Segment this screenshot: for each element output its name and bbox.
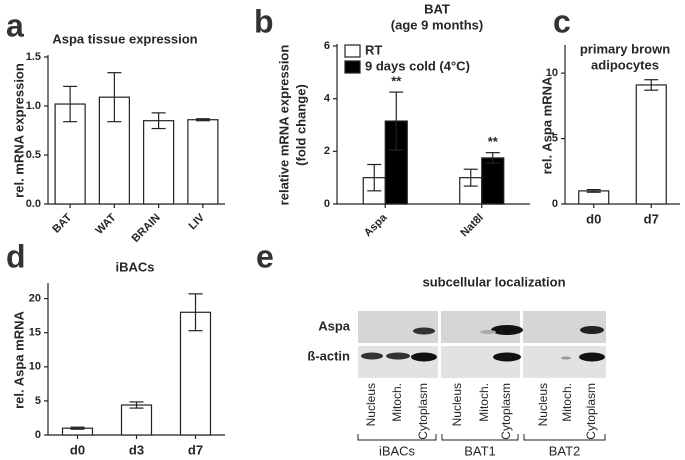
x-tick-label: LIV [186, 211, 207, 232]
chart-title: Aspa tissue expression [52, 31, 197, 46]
y-axis-label: relative mRNA expression [276, 45, 291, 206]
chart-title: iBACs [115, 259, 154, 274]
lane-label: Mitoch. [560, 383, 574, 422]
error-bar [485, 152, 500, 164]
bar [120, 404, 153, 436]
y-tick-label: 5 [35, 395, 41, 407]
x-tick-label: WAT [93, 211, 118, 236]
y-tick-label: 0.5 [26, 149, 41, 161]
chart-title: adipocytes [591, 57, 659, 72]
y-tick-label: 6 [324, 40, 330, 52]
error-bar [107, 72, 122, 123]
error-bar [644, 79, 659, 91]
y-tick-label: 5 [552, 132, 558, 144]
y-tick-label: 0 [324, 198, 330, 210]
group-bracket [523, 434, 606, 441]
x-tick-label: d0 [586, 211, 601, 226]
x-tick-label: Aspa [362, 211, 390, 239]
error-bar [367, 163, 382, 192]
bar [187, 119, 219, 205]
lane-label: Cytoplasm [416, 383, 430, 440]
panel-label: d [6, 238, 26, 274]
blot-image [358, 311, 606, 378]
legend-label: 9 days cold (4°C) [365, 58, 470, 73]
chart-title: BAT [424, 1, 450, 16]
y-axis-label: rel. mRNA expression [11, 63, 26, 198]
y-tick-label: 2 [324, 145, 330, 157]
group-label: iBACs [379, 443, 416, 458]
y-axis-label: (fold change) [293, 84, 308, 166]
y-tick-label: 20 [29, 293, 41, 305]
lane-label: Nucleus [536, 383, 550, 426]
y-tick-label: 0 [552, 198, 558, 210]
panel-label: e [256, 238, 274, 274]
panel-label: b [254, 3, 274, 39]
error-bar [129, 401, 144, 409]
x-tick-label: d7 [188, 442, 203, 457]
lane-label: Cytoplasm [499, 383, 513, 440]
x-tick-label: d0 [70, 442, 85, 457]
error-bar [70, 426, 85, 430]
blot-title: subcellular localization [422, 274, 565, 289]
group-bracket [441, 434, 519, 441]
bar [578, 190, 610, 205]
significance-marker: ** [488, 134, 499, 149]
error-bar [195, 118, 210, 122]
legend-swatch [344, 60, 361, 74]
lane-label: Nucleus [450, 383, 464, 426]
lane-label: Nucleus [364, 383, 378, 426]
x-tick-label: BRAIN [130, 212, 163, 245]
y-tick-label: 0 [35, 429, 41, 441]
lane-label: Cytoplasm [584, 383, 598, 440]
row-label: ß-actin [307, 348, 350, 363]
x-tick-label: Nat8l [458, 212, 486, 240]
chart-title: primary brown [580, 41, 670, 56]
bar [635, 84, 667, 205]
legend-label: RT [365, 42, 382, 57]
error-bar [151, 112, 166, 130]
x-tick-label: BAT [50, 211, 74, 235]
group-label: BAT2 [549, 443, 581, 458]
error-bar [389, 91, 404, 151]
lane-label: Mitoch. [477, 383, 491, 422]
y-tick-label: 1.0 [26, 100, 41, 112]
y-tick-label: 4 [324, 93, 331, 105]
error-bar [188, 293, 203, 332]
panel-label: c [553, 3, 571, 39]
y-tick-label: 10 [546, 67, 558, 79]
x-tick-label: d3 [129, 442, 144, 457]
row-label: Aspa [318, 318, 351, 333]
panel-label: a [6, 7, 24, 43]
y-axis-label: rel. Aspa mRNA [539, 76, 554, 174]
bar [179, 311, 212, 436]
legend-swatch [344, 44, 361, 58]
x-tick-label: d7 [644, 211, 659, 226]
bar [481, 157, 505, 205]
group-label: BAT1 [464, 443, 496, 458]
group-bracket [357, 434, 437, 441]
y-tick-label: 1.5 [26, 51, 41, 63]
error-bar [586, 189, 601, 193]
significance-marker: ** [391, 74, 402, 89]
y-tick-label: 0.0 [26, 198, 41, 210]
y-tick-label: 10 [29, 361, 41, 373]
error-bar [63, 85, 78, 123]
chart-title: (age 9 months) [391, 17, 483, 32]
y-axis-label: rel. Aspa mRNA [11, 311, 26, 409]
bar [143, 120, 175, 205]
y-tick-label: 15 [29, 327, 41, 339]
error-bar [463, 168, 478, 187]
lane-label: Mitoch. [390, 383, 404, 422]
